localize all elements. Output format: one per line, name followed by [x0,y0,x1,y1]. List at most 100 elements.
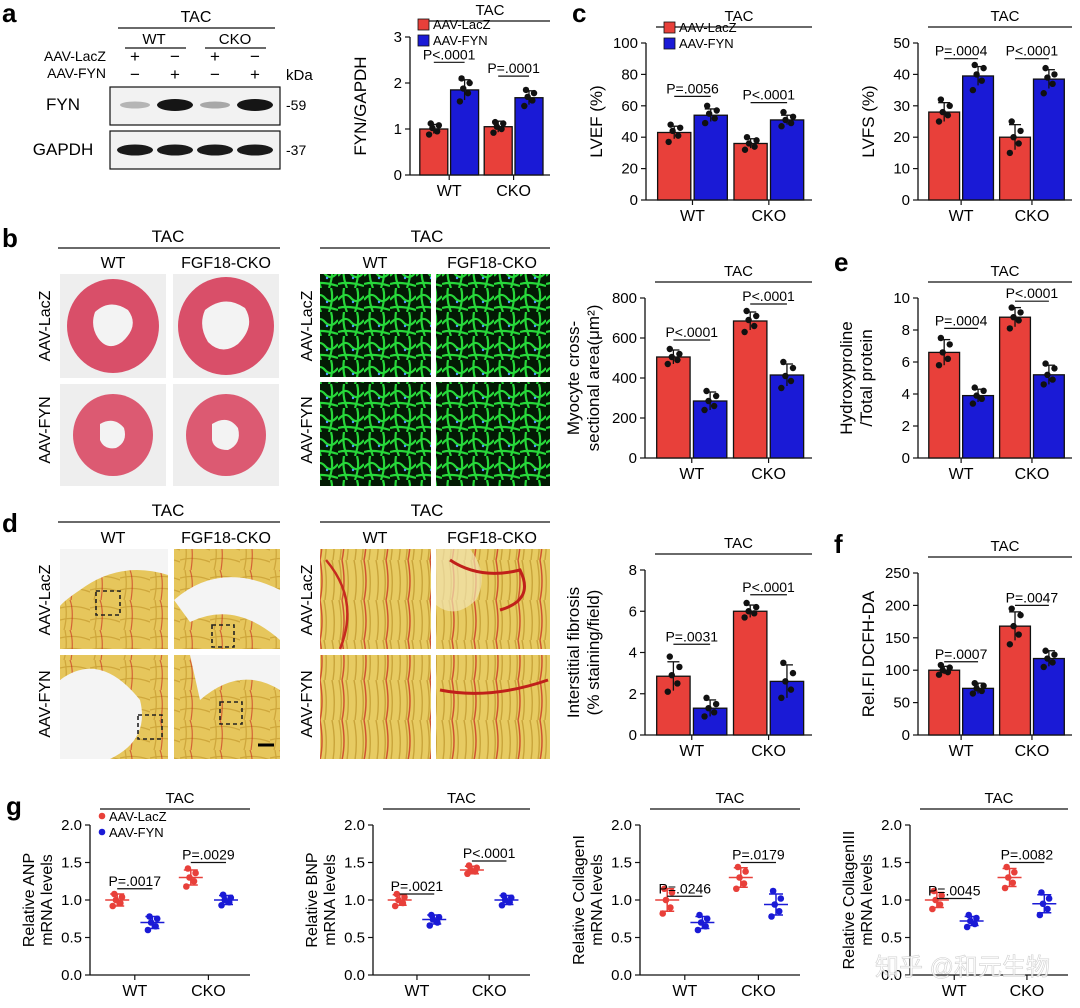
data-point [1039,900,1047,908]
bar-fyn [769,119,805,201]
data-point [935,362,943,369]
pvalue-label: P=.0179 [732,847,785,863]
y-tick-label: 0.0 [881,967,902,984]
charts-layer: 0 1 2 3 WT CKO TAC FYN/GAPDH P<.0001 P=.0001 AAV-L… [21,2,1072,1000]
blot-row-label-fyn: AAV-FYN [47,65,106,81]
y-tick-label: 2.0 [61,817,82,834]
y-tick-label: 0.5 [61,930,82,947]
x-tick-label: WT [949,743,974,760]
tac-label: TAC [991,538,1020,555]
data-point [668,889,676,896]
data-point [946,102,953,110]
data-point [711,115,718,122]
data-point [769,887,777,895]
blot-genotype-cko: CKO [219,31,252,48]
x-tick-label: CKO [472,983,507,1000]
data-point [192,869,199,877]
data-point [694,926,702,934]
data-point [221,896,229,904]
chart-fibrosis: 0 2 4 6 8 WT CKO TAC Interstitial fibrosis (% sta… [564,535,812,760]
data-point [1040,90,1047,97]
x-tick-label: WT [672,983,697,1000]
data-point [935,671,943,678]
bar-fyn [1032,374,1065,459]
data-point [705,110,713,117]
y-tick-label: 0.5 [881,930,902,947]
y-tick-label: 10 [893,161,910,178]
data-point [395,896,402,904]
y-axis-label-line1: Relative ANP [21,853,38,947]
panel-letter-a: a [2,0,17,28]
sirius-hi-row-fyn: AAV-FYN [299,670,316,737]
data-point [782,678,789,685]
data-point [530,89,538,97]
data-point [401,893,408,901]
data-point [1040,663,1047,671]
blot-sign-fyn: − [130,65,140,84]
data-point [702,922,709,930]
y-axis-label-line1: Relative BNP [304,852,321,947]
data-point [529,97,536,104]
y-tick-label: 4 [629,645,637,662]
data-point [787,377,795,385]
data-point [1049,376,1056,383]
data-point [1042,360,1049,367]
data-point [969,690,977,697]
x-tick-label: CKO [1015,208,1050,225]
panel-d-images: d TAC WT FGF18-CKO AAV-LacZ AAV-FYN TAC … [2,501,550,759]
data-point [1006,641,1014,648]
data-point [1045,895,1053,902]
legend-swatch-fyn [663,37,676,50]
panel-b-images: b TAC WT FGF18-CKO AAV-LacZ AAV-FYN TAC … [2,223,550,486]
x-tick-label: CKO [496,183,531,200]
data-point [498,901,506,909]
sirius-hi-cko-fyn [436,655,550,759]
data-point [1010,314,1017,321]
data-point [937,334,945,342]
y-tick-label: 2 [394,75,402,92]
data-point [789,669,797,677]
band-gapdh-1 [117,144,153,156]
pvalue-label: P=.0004 [935,43,988,59]
data-point [1010,134,1017,141]
sirius-hi-col-wt: WT [363,530,388,547]
blot-sign-fyn: + [250,65,260,84]
data-point [1004,874,1012,881]
y-axis-label-line2: /Total protein [857,329,876,426]
data-point [1051,651,1058,658]
data-point [782,372,789,380]
bar-fyn [962,394,995,459]
blot-sign-fyn: + [170,65,180,84]
y-axis-label: Rel.FI DCFH-DA [859,590,878,717]
blot-sign-grid: + − + −− + − + [130,47,260,84]
data-point [1042,64,1049,72]
data-point [703,915,711,923]
x-tick-label: WT [405,983,430,1000]
data-point [1015,631,1022,638]
wga-row-lacz: AAV-LacZ [299,290,316,361]
x-tick-label: WT [122,983,147,1000]
bar-lacz [656,131,692,201]
y-tick-label: 1 [394,121,402,138]
y-tick-label: 1.5 [344,855,365,872]
x-tick-label: WT [679,466,704,483]
y-axis-label-line2: mRNA levels [39,854,56,946]
wga-col-wt: WT [363,255,388,272]
y-tick-label: 100 [613,35,638,52]
data-point [967,917,974,925]
y-tick-label: 8 [629,562,637,579]
data-point [1003,863,1010,871]
data-point [1049,80,1056,88]
data-point [1008,605,1015,612]
data-point [741,328,748,336]
pvalue-label: P=.0047 [1006,589,1059,605]
data-point [978,77,985,84]
data-point [971,384,978,391]
blot-row-label-lacz: AAV-LacZ [44,48,106,64]
data-point [473,864,481,872]
panel-letter-f: f [834,529,843,559]
y-tick-label: 10 [893,290,910,307]
bar-fyn [693,114,728,201]
y-tick-label: 1.0 [881,892,902,909]
wga-row-fyn: AAV-FYN [299,396,316,463]
